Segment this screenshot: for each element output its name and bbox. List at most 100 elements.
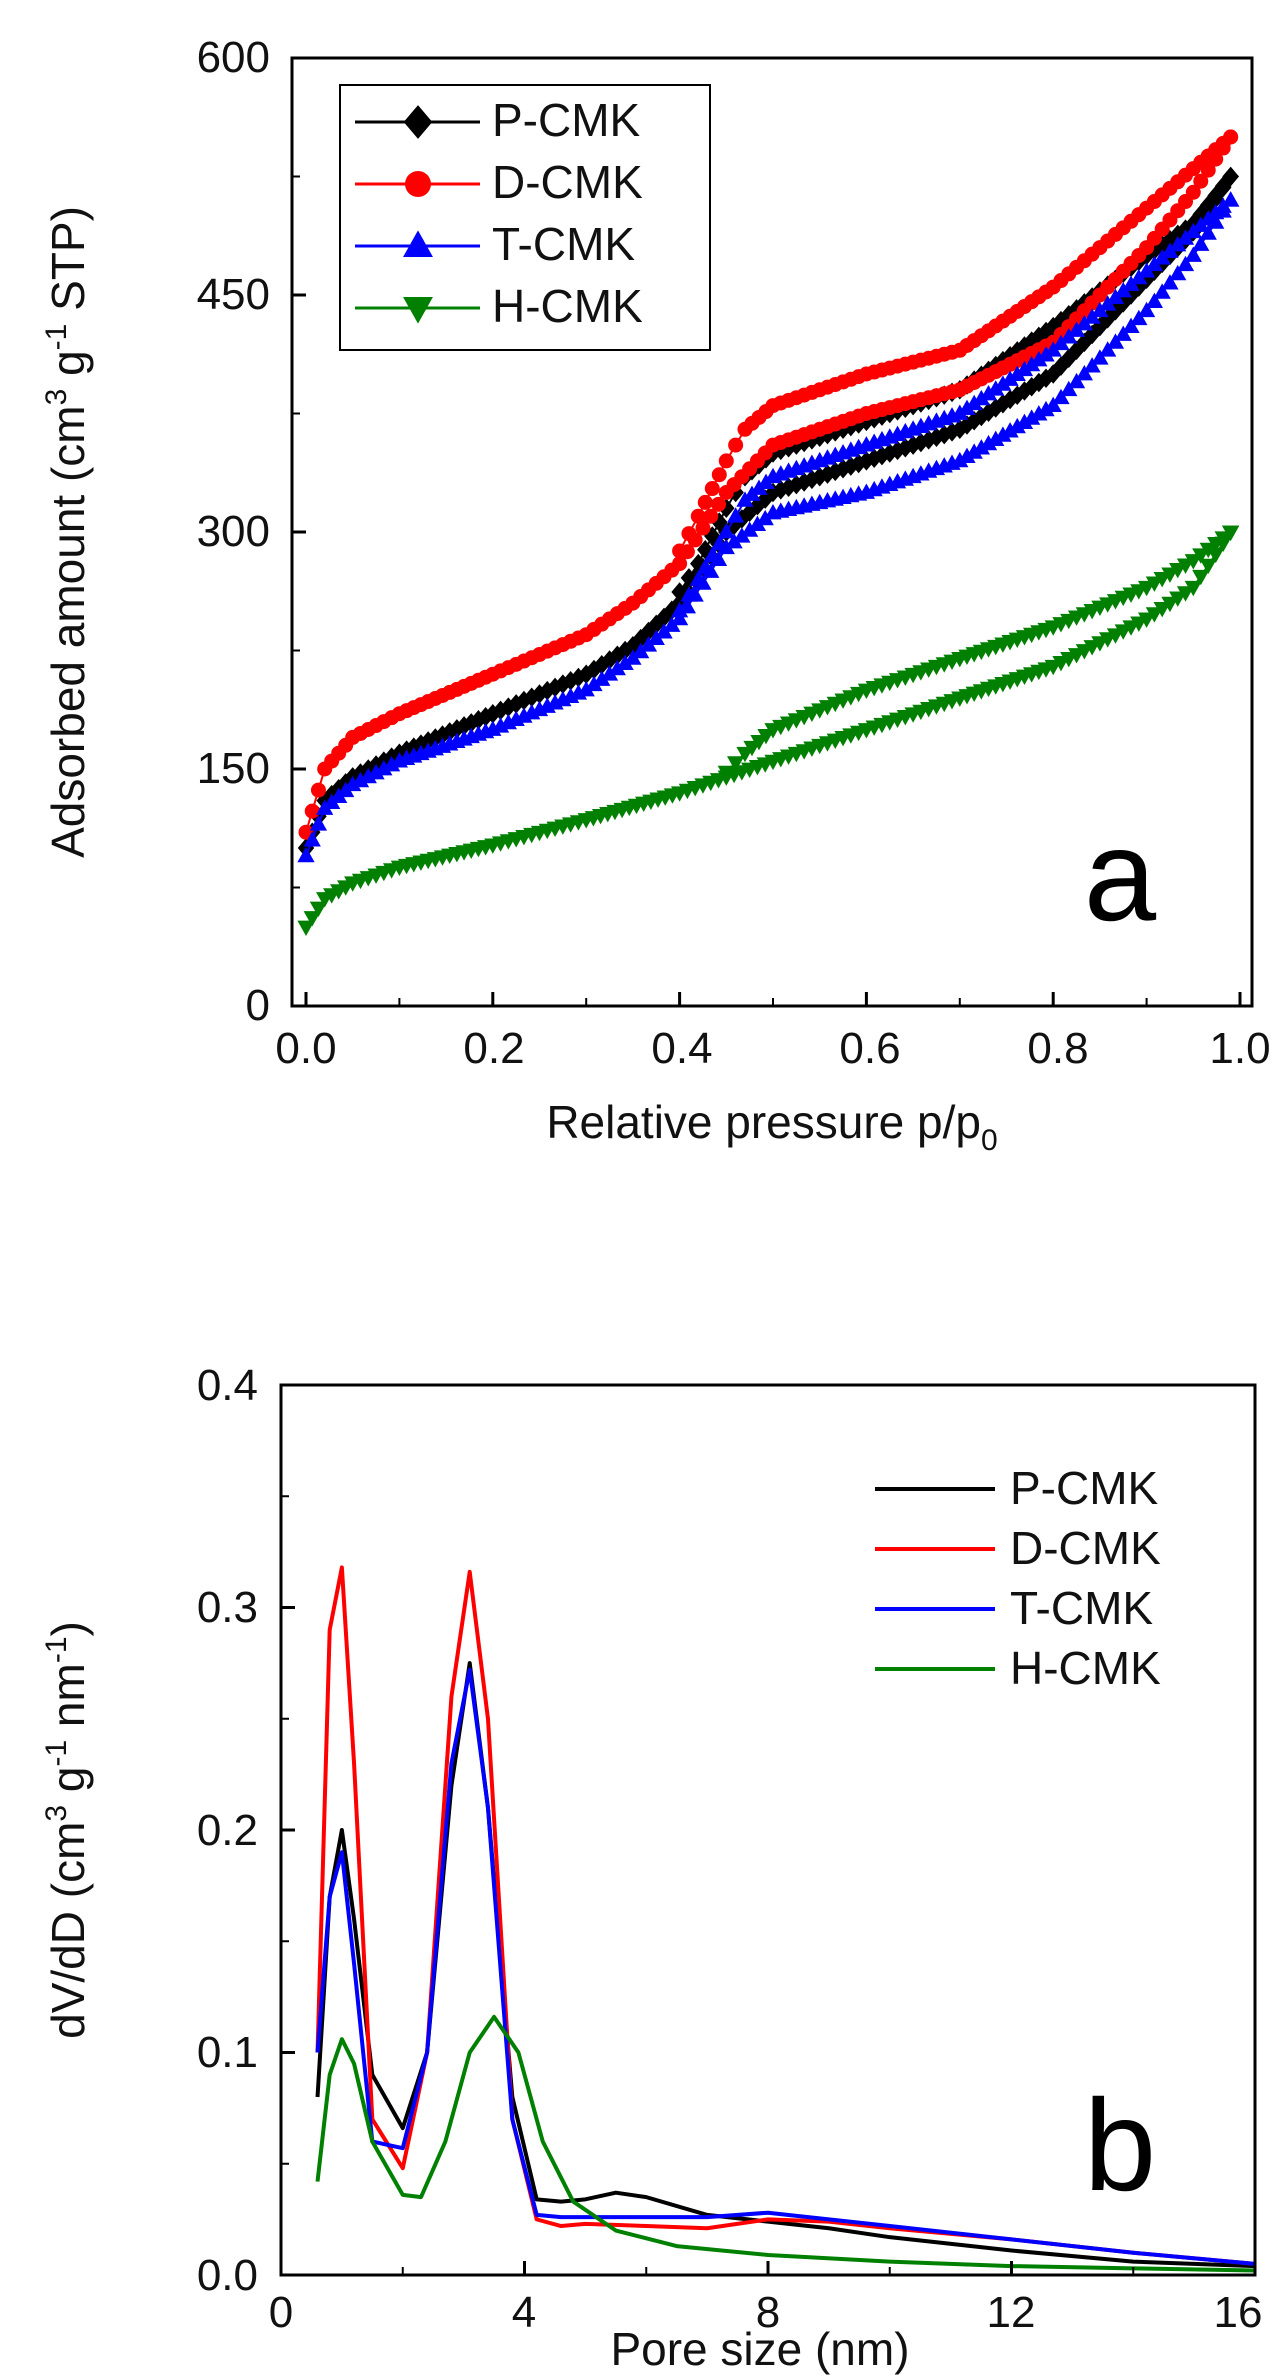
panel-a-data-point — [689, 570, 707, 586]
panel-a-data-point — [1044, 396, 1062, 412]
panel-a-data-point — [382, 756, 401, 772]
panel-a-legend-label: P-CMK — [492, 94, 641, 146]
panel-a-data-point — [351, 771, 370, 788]
panel-a-data-point — [1023, 409, 1041, 425]
panel-a-data-point — [1030, 405, 1048, 421]
panel-a-data-point — [1001, 422, 1019, 438]
panel-a-data-point — [987, 430, 1005, 447]
panel-a-data-point — [1052, 388, 1070, 405]
panel-a-data-point — [994, 426, 1012, 442]
panel-b-legend-label: D-CMK — [1010, 1522, 1161, 1574]
panel-a-data-point — [670, 602, 689, 618]
panel-a-data-point — [359, 767, 377, 784]
panel-b-y-axis-title: dV/dD (cm3 g-1 nm-1) — [40, 1621, 94, 2039]
panel-a-data-point — [958, 447, 976, 464]
panel-b-x-tick-label: 12 — [987, 2288, 1036, 2337]
panel-a-data-point — [727, 507, 745, 523]
panel-a-data-point — [1037, 400, 1055, 417]
panel-a-data-point — [748, 515, 767, 532]
panel-a-legend-label: D-CMK — [492, 156, 643, 208]
panel-a-series-d-cmk — [298, 129, 1239, 840]
panel-b-series-layer — [315, 1565, 1256, 2273]
panel-a-data-point — [1223, 129, 1239, 145]
panel-a-data-point — [717, 765, 735, 782]
panel-a-data-point — [1192, 569, 1210, 586]
panel-a-data-point — [577, 681, 595, 697]
panel-a-data-point — [1099, 341, 1117, 357]
panel-a-data-point — [1008, 365, 1026, 381]
panel-a-data-point — [690, 508, 706, 524]
panel-a-data-point — [1192, 235, 1210, 251]
panel-a-data-point — [965, 394, 983, 411]
panel-a-data-point — [1153, 283, 1171, 299]
panel-a-legend-marker — [403, 105, 433, 139]
panel-a-data-point — [1130, 309, 1148, 326]
panel-a-data-point — [681, 526, 697, 542]
panel-a-x-tick-label: 0.2 — [463, 1024, 524, 1073]
panel-b-y-tick-label: 0.1 — [197, 2028, 258, 2077]
panel-a-data-point — [958, 399, 976, 416]
panel-a-data-point — [704, 481, 720, 497]
panel-a-data-point — [1075, 365, 1093, 381]
panel-a-data-point — [987, 380, 1005, 396]
panel-a-data-point — [711, 467, 727, 483]
panel-a-data-point — [304, 803, 320, 819]
panel-a-data-point — [1023, 355, 1041, 372]
panel-a-data-point — [1015, 360, 1034, 377]
panel-a-data-point — [1122, 317, 1140, 333]
panel-a-ticks — [292, 56, 1242, 1008]
panel-a-x-tick-label: 1.0 — [1209, 1024, 1270, 1073]
panel-a-data-point — [1222, 191, 1240, 207]
panel-a-data-point — [1193, 173, 1209, 189]
panel-a-y-tick-label: 300 — [197, 507, 270, 556]
panel-a-x-tick-label: 0.0 — [275, 1024, 336, 1073]
panel-a-data-point — [375, 760, 393, 776]
panel-a-data-point — [972, 439, 990, 455]
panel-a-data-point — [951, 451, 969, 468]
panel-a-data-point — [1199, 558, 1217, 575]
panel-a-series-t-cmk — [297, 191, 1240, 863]
panel-a-data-point — [303, 911, 321, 927]
panel-a-data-point — [585, 675, 603, 692]
panel-b-x-tick-label: 0 — [269, 2288, 293, 2337]
panel-a-data-point — [1185, 184, 1201, 200]
panel-a-data-point — [710, 534, 728, 551]
panel-b-y-tick-label: 0.3 — [197, 1583, 258, 1632]
panel-a-data-point — [703, 508, 719, 524]
panel-a-data-point — [1222, 166, 1239, 187]
panel-a-data-point — [672, 556, 688, 572]
panel-a-data-point — [1199, 224, 1217, 240]
panel-a-data-point — [608, 659, 626, 676]
panel-a-data-point — [1161, 274, 1179, 290]
panel-a-data-point — [309, 815, 328, 831]
panel-a-data-point — [756, 509, 774, 526]
panel-b-legend-label: T-CMK — [1010, 1582, 1153, 1634]
panel-a-data-point — [680, 586, 698, 602]
panel-a-x-tick-label: 0.4 — [651, 1024, 712, 1073]
panel-a-legend-marker — [403, 296, 433, 324]
panel-a-data-point — [711, 496, 727, 512]
panel-a-data-point — [1091, 349, 1109, 365]
panel-a-y-tick-label: 600 — [197, 33, 270, 82]
panel-a-legend-label: T-CMK — [492, 218, 635, 270]
panel-a-data-point — [297, 920, 315, 936]
panel-a-data-point — [1222, 525, 1240, 541]
panel-b-series-h-cmk-line — [315, 2014, 1256, 2273]
panel-a-data-point — [1106, 333, 1125, 349]
panel-b-y-tick-label: 0.4 — [197, 1361, 258, 1410]
panel-a-data-point — [309, 901, 328, 918]
panel-b-y-tick-label: 0.2 — [197, 1806, 258, 1855]
panel-a-data-point — [672, 543, 688, 559]
panel-a-data-point — [1009, 385, 1026, 406]
panel-b-legend: P-CMK D-CMK T-CMK H-CMK — [875, 1462, 1161, 1694]
panel-a-data-point — [600, 665, 619, 681]
panel-a-data-point — [1008, 417, 1026, 434]
panel-a-data-point — [972, 389, 990, 406]
panel-a-data-point — [1083, 357, 1101, 373]
panel-a-data-point — [741, 521, 759, 537]
panel-a-legend-box — [339, 84, 711, 351]
panel-a-data-point — [303, 831, 321, 847]
panel-a-data-point — [979, 385, 998, 401]
panel-a-data-point — [1184, 246, 1202, 262]
